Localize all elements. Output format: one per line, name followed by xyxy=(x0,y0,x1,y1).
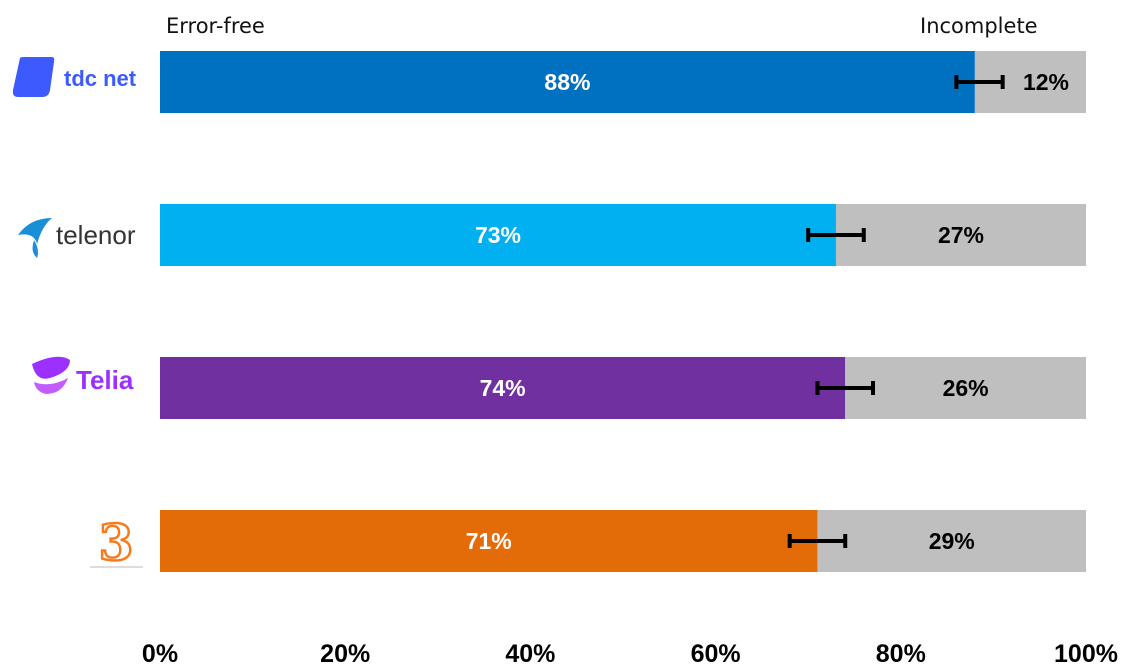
bar-segment-error-free xyxy=(160,51,975,113)
three-logo-background xyxy=(90,518,142,568)
x-tick-label: 40% xyxy=(505,640,555,668)
bar-segment-error-free xyxy=(160,204,836,266)
tdc-net-mark xyxy=(12,57,55,97)
three-logo-glyph: 3 xyxy=(99,513,134,572)
error-bar xyxy=(806,228,866,242)
tdc-net-wordmark: tdc net xyxy=(64,66,137,91)
x-tick-label: 60% xyxy=(691,640,741,668)
error-bar xyxy=(815,381,876,395)
telenor-mark-lower xyxy=(32,240,38,258)
bar-segment-incomplete xyxy=(817,510,1086,572)
x-tick-label: 0% xyxy=(142,640,178,668)
bar-row-2: 74% 26% xyxy=(160,357,1086,419)
x-tick-label: 80% xyxy=(876,640,926,668)
telia-mark-upper xyxy=(32,356,70,379)
incomplete-header: Incomplete xyxy=(920,14,1038,38)
error-free-header: Error-free xyxy=(166,14,265,38)
data-label-error-free: 74% xyxy=(480,375,526,401)
tdc-net-logo: tdc net xyxy=(12,57,137,97)
bar-row-1: 73% 27% xyxy=(160,204,1086,266)
telenor-mark-upper xyxy=(18,218,52,244)
data-label-error-free: 71% xyxy=(466,528,512,554)
three-logo: 3 xyxy=(90,512,143,573)
bar-row-0: 88% 12% xyxy=(160,51,1086,113)
telia-logo: Telia xyxy=(32,356,134,395)
bar-segment-error-free xyxy=(160,510,818,572)
bar-segment-incomplete xyxy=(845,357,1086,419)
bar-row-3: 71% 29% xyxy=(160,510,1086,572)
telia-wordmark: Telia xyxy=(76,365,134,395)
data-label-incomplete: 29% xyxy=(929,528,975,554)
error-bar xyxy=(954,75,1005,89)
data-label-incomplete: 12% xyxy=(1023,69,1069,95)
data-label-error-free: 73% xyxy=(475,222,521,248)
telenor-wordmark: telenor xyxy=(56,220,136,250)
bar-segment-error-free xyxy=(160,357,846,419)
telenor-logo: telenor xyxy=(18,218,136,258)
x-tick-label: 100% xyxy=(1054,640,1118,668)
bar-segment-incomplete xyxy=(835,204,1086,266)
error-bar xyxy=(787,534,848,548)
x-tick-label: 20% xyxy=(320,640,370,668)
telia-mark-lower xyxy=(34,378,68,394)
data-label-incomplete: 26% xyxy=(943,375,989,401)
data-label-error-free: 88% xyxy=(544,69,590,95)
data-label-incomplete: 27% xyxy=(938,222,984,248)
